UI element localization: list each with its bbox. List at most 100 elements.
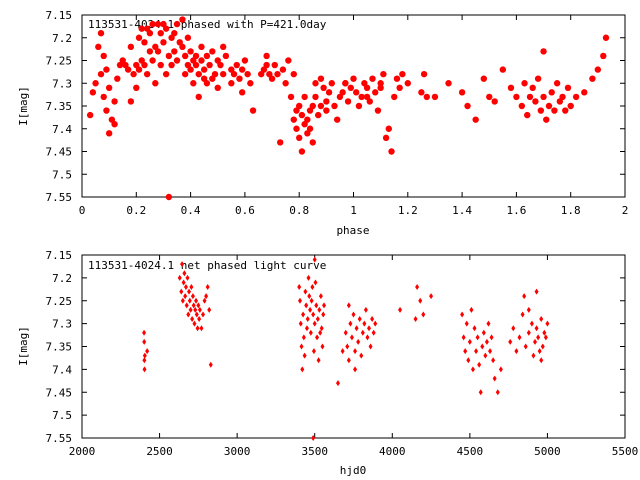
net-data-point bbox=[429, 293, 434, 300]
phased-data-point bbox=[187, 48, 194, 55]
net-x-tick-label: 2000 bbox=[69, 445, 96, 458]
phased-data-point bbox=[363, 93, 371, 101]
net-data-point bbox=[185, 274, 190, 281]
phased-data-point bbox=[553, 80, 561, 87]
phased-data-point bbox=[217, 61, 224, 69]
net-y-tick-label: 7.4 bbox=[52, 363, 72, 376]
phased-data-point bbox=[304, 116, 311, 123]
phased-data-point bbox=[154, 20, 162, 28]
phased-x-tick-label: 1.2 bbox=[398, 204, 418, 217]
net-data-point bbox=[187, 297, 192, 304]
phased-data-point bbox=[399, 70, 406, 78]
phased-data-point bbox=[190, 80, 197, 87]
phased-x-tick-label: 0.6 bbox=[235, 204, 255, 217]
net-data-point bbox=[182, 270, 187, 277]
net-data-point bbox=[533, 338, 538, 345]
net-data-point bbox=[318, 293, 323, 300]
phased-chart: 113531-4024.1 phased with P=421.0day pha… bbox=[17, 9, 628, 237]
net-data-point bbox=[322, 302, 327, 309]
net-data-point bbox=[197, 306, 202, 313]
net-data-point bbox=[491, 357, 496, 364]
phased-data-point bbox=[195, 93, 202, 101]
phased-x-tick-label: 0.2 bbox=[126, 204, 146, 217]
phased-data-point bbox=[86, 111, 94, 119]
net-data-point bbox=[297, 284, 302, 291]
phased-data-point bbox=[526, 93, 534, 101]
net-data-point bbox=[179, 288, 184, 295]
net-data-point bbox=[348, 320, 353, 327]
net-data-point bbox=[302, 352, 307, 359]
net-data-point bbox=[495, 389, 500, 396]
phased-data-points bbox=[86, 16, 610, 201]
phased-data-point bbox=[154, 48, 162, 55]
phased-data-point bbox=[296, 102, 303, 110]
net-data-point bbox=[142, 366, 147, 373]
phased-chart-title: 113531-4024.1 phased with P=421.0day bbox=[88, 18, 327, 31]
net-data-point bbox=[202, 297, 207, 304]
phased-data-point bbox=[334, 116, 341, 123]
net-data-point bbox=[188, 306, 193, 313]
phased-data-point bbox=[249, 107, 257, 114]
phased-data-point bbox=[353, 89, 360, 96]
net-data-point bbox=[365, 334, 370, 341]
net-data-point bbox=[472, 325, 477, 332]
phased-data-point bbox=[130, 70, 137, 78]
phased-data-point bbox=[534, 75, 542, 82]
net-data-point bbox=[463, 348, 468, 355]
net-data-point bbox=[145, 348, 150, 355]
net-data-point bbox=[488, 348, 493, 355]
phased-data-point bbox=[95, 43, 102, 51]
phased-data-point bbox=[230, 70, 238, 78]
phased-data-point bbox=[545, 102, 553, 110]
phased-y-tick-label: 7.55 bbox=[46, 191, 73, 204]
phased-x-axis-label: phase bbox=[336, 224, 369, 237]
phased-data-point bbox=[491, 98, 498, 105]
phased-data-point bbox=[133, 84, 140, 92]
net-y-tick-label: 7.2 bbox=[52, 272, 72, 285]
net-data-point bbox=[520, 311, 525, 318]
net-data-point bbox=[353, 366, 358, 373]
phased-data-point bbox=[179, 16, 186, 23]
phased-data-point bbox=[181, 70, 189, 78]
phased-data-point bbox=[271, 61, 278, 69]
net-data-point bbox=[199, 325, 204, 332]
net-data-point bbox=[480, 343, 485, 350]
phased-data-point bbox=[124, 66, 132, 73]
phased-data-point bbox=[228, 80, 235, 87]
phased-x-tick-label: 1 bbox=[350, 204, 357, 217]
net-data-point bbox=[354, 325, 359, 332]
net-y-axis-label: I[mag] bbox=[17, 326, 30, 366]
phased-data-point bbox=[219, 70, 227, 78]
phased-data-point bbox=[369, 75, 376, 82]
net-x-tick-label: 4500 bbox=[457, 445, 484, 458]
net-data-point bbox=[194, 311, 199, 318]
net-data-point bbox=[373, 320, 378, 327]
net-data-point bbox=[308, 306, 313, 313]
phased-data-point bbox=[111, 98, 118, 105]
phased-x-tick-label: 0 bbox=[79, 204, 86, 217]
phased-data-point bbox=[513, 93, 520, 101]
net-data-point bbox=[477, 361, 482, 368]
phased-data-point bbox=[100, 93, 107, 101]
phased-data-point bbox=[404, 80, 411, 87]
net-data-point bbox=[311, 348, 316, 355]
phased-data-point bbox=[285, 57, 292, 64]
phased-data-point bbox=[301, 93, 308, 101]
phased-y-tick-label: 7.45 bbox=[46, 146, 73, 159]
net-light-curve-chart: 113531-4024.1 net phased light curve hjd… bbox=[17, 249, 638, 477]
phased-data-point bbox=[524, 111, 531, 119]
net-data-point bbox=[190, 293, 195, 300]
net-data-point bbox=[180, 297, 185, 304]
phased-data-point bbox=[306, 125, 314, 132]
net-data-point bbox=[321, 311, 326, 318]
phased-data-point bbox=[233, 61, 240, 69]
phased-data-point bbox=[149, 57, 156, 64]
phased-data-point bbox=[268, 75, 276, 82]
phased-data-point bbox=[377, 80, 384, 87]
phased-data-point bbox=[157, 61, 164, 69]
net-data-point bbox=[363, 306, 368, 313]
net-data-point bbox=[511, 325, 516, 332]
net-data-point bbox=[300, 366, 305, 373]
phased-data-point bbox=[168, 61, 175, 69]
phased-data-point bbox=[135, 34, 143, 41]
